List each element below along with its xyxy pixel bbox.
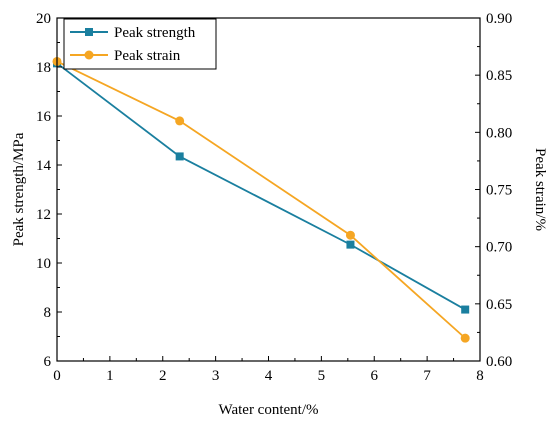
y2-tick-label-5: 0.85 — [486, 68, 512, 84]
legend-box — [63, 18, 217, 70]
x-tick-label-3: 3 — [212, 368, 220, 384]
y2-tick-label-3: 0.75 — [486, 183, 512, 199]
point-peak-strength-1 — [175, 152, 184, 161]
point-peak-strain-1 — [175, 116, 185, 126]
series-line-peak-strength — [56, 62, 466, 311]
y2-tick-label-6: 0.90 — [486, 11, 512, 27]
y-tick-label-4: 14 — [36, 158, 52, 174]
y-tick-label-2: 10 — [36, 256, 51, 272]
y2-axis-title: Peak strain/% — [532, 148, 548, 231]
point-peak-strength-3 — [461, 305, 470, 314]
legend-marker-peak-strain — [84, 50, 94, 60]
point-peak-strain-3 — [460, 333, 470, 343]
y-tick-label-7: 20 — [36, 11, 51, 27]
legend: Peak strength Peak strain — [63, 18, 217, 70]
legend-label-peak-strain: Peak strain — [114, 48, 181, 64]
y-tick-label-1: 8 — [44, 305, 52, 321]
legend-label-peak-strength: Peak strength — [114, 25, 196, 41]
y-tick-label-6: 18 — [36, 60, 51, 76]
y-tick-label-5: 16 — [36, 109, 52, 125]
y-axis-title: Peak strength/MPa — [11, 132, 27, 246]
x-tick-label-2: 2 — [159, 368, 167, 384]
chart-marks — [52, 56, 470, 343]
y-tick-label-3: 12 — [36, 207, 51, 223]
x-tick-label-0: 0 — [53, 368, 61, 384]
y2-tick-label-1: 0.65 — [486, 297, 512, 313]
axis-ticks: 0 1 2 3 4 5 6 7 8681012141618200.600.650.700.750… — [36, 11, 512, 384]
series-line-peak-strain — [56, 60, 466, 339]
x-tick-label-4: 4 — [265, 368, 273, 384]
y2-tick-label-0: 0.60 — [486, 354, 512, 370]
x-tick-label-7: 7 — [423, 368, 431, 384]
y2-tick-label-4: 0.80 — [486, 125, 512, 141]
point-peak-strength-2 — [346, 240, 355, 249]
x-axis-title: Water content/% — [219, 402, 319, 418]
x-tick-label-8: 8 — [476, 368, 484, 384]
point-peak-strain-2 — [345, 230, 355, 240]
y-tick-label-0: 6 — [44, 354, 52, 370]
x-tick-label-6: 6 — [371, 368, 379, 384]
x-tick-label-1: 1 — [106, 368, 114, 384]
y2-tick-label-2: 0.70 — [486, 240, 512, 256]
legend-marker-peak-strength — [85, 28, 93, 36]
x-tick-label-5: 5 — [318, 368, 326, 384]
